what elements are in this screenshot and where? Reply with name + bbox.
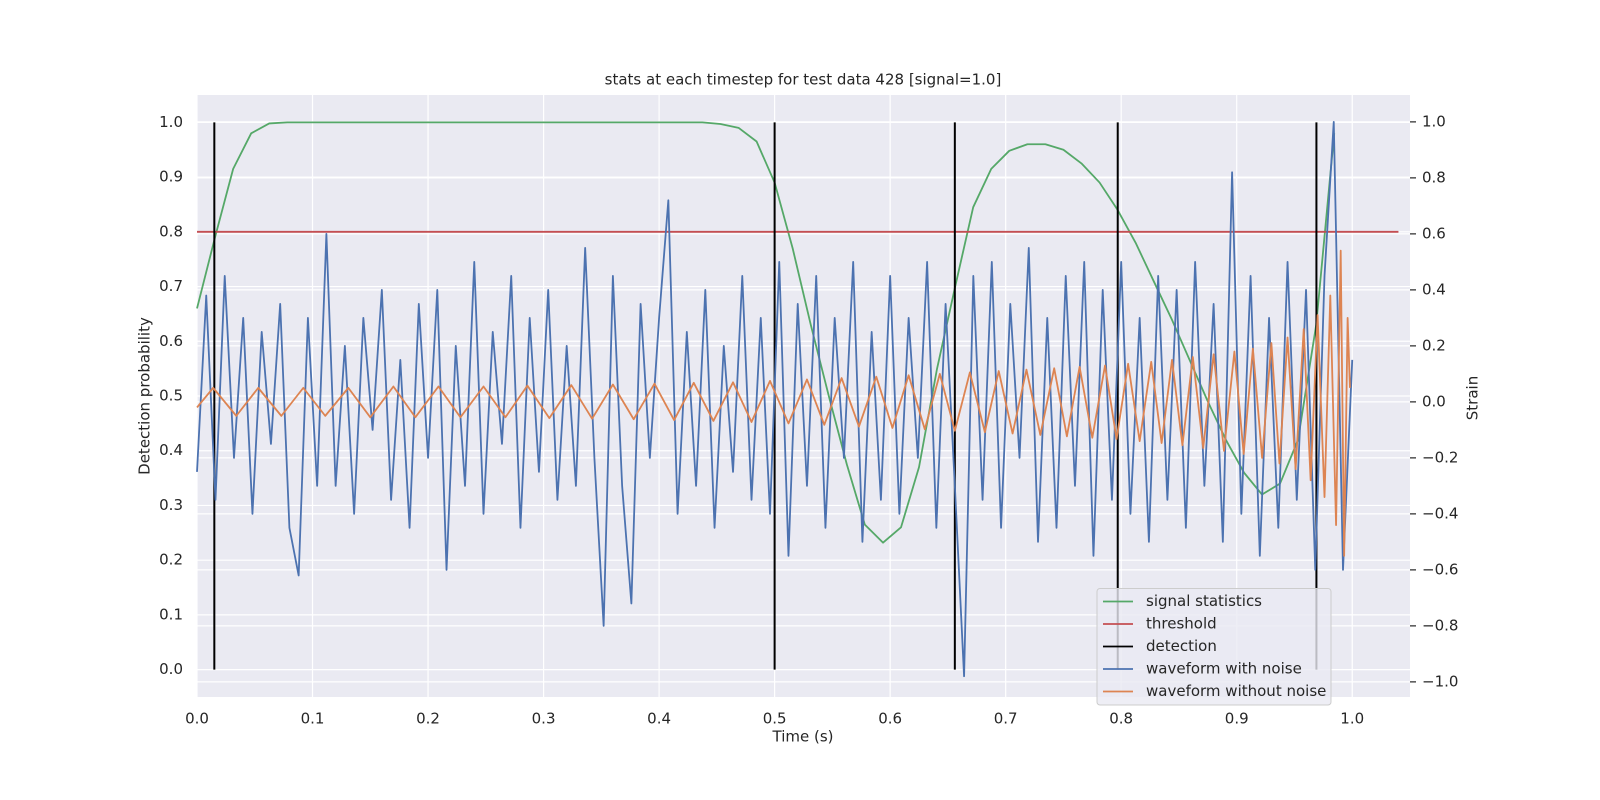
legend-label: detection [1146, 637, 1217, 655]
y-tick-label: 0.1 [159, 605, 183, 623]
x-tick-label: 0.7 [994, 710, 1018, 728]
marks-layer [196, 120, 1399, 678]
y-tick-label: 0.6 [159, 332, 183, 350]
y2-tick-label: 0.2 [1422, 336, 1446, 354]
y-axis-label: Detection probability [136, 317, 154, 475]
y2-tick-label: 0.8 [1422, 168, 1446, 186]
x-tick-label: 0.5 [763, 710, 787, 728]
series-line [196, 121, 1336, 544]
x-tick-label: 1.0 [1340, 710, 1364, 728]
x-tick-label: 0.2 [416, 710, 440, 728]
y2-axis-label: Strain [1464, 376, 1482, 420]
y-tick-label: 0.5 [159, 387, 183, 405]
x-tick-label: 0.9 [1225, 710, 1249, 728]
y2-tick-label: 0.0 [1422, 392, 1446, 410]
x-tick-label: 0.8 [1109, 710, 1133, 728]
x-tick-label: 0.3 [532, 710, 556, 728]
series-line [196, 249, 1351, 557]
y2-tick-label: −0.6 [1422, 560, 1458, 578]
labels-layer: 0.0 0.1 0.2 0.3 0.4 0.5 0.6 0.7 0.8 0.9 1.0 0.0 0.1 0… [159, 112, 1458, 727]
y2-tick-label: 0.4 [1422, 280, 1446, 298]
legend-label: signal statistics [1146, 592, 1262, 610]
y2-tick-label: −0.2 [1422, 448, 1458, 466]
y-tick-label: 0.7 [159, 277, 183, 295]
legend: signal statistics threshold detection wavef… [1096, 588, 1332, 706]
x-axis-label: Time (s) [772, 728, 834, 746]
series-line [196, 120, 1354, 678]
y2-tick-label: −0.8 [1422, 616, 1458, 634]
y-tick-label: 0.3 [159, 496, 183, 514]
y-tick-label: 0.8 [159, 222, 183, 240]
x-tick-label: 0.4 [647, 710, 671, 728]
x-tick-label: 0.6 [878, 710, 902, 728]
legend-label: threshold [1146, 615, 1217, 633]
legend-label: waveform without noise [1146, 682, 1326, 700]
legend-label: waveform with noise [1146, 660, 1302, 678]
y2-tick-label: 0.6 [1422, 224, 1446, 242]
chart-title: stats at each timestep for test data 428… [605, 71, 1002, 89]
y2-tick-label: −0.4 [1422, 504, 1458, 522]
y-tick-label: 1.0 [159, 113, 183, 131]
x-tick-label: 0.1 [301, 710, 325, 728]
y-tick-label: 0.0 [159, 660, 183, 678]
y-tick-label: 0.9 [159, 168, 183, 186]
legend-box [1096, 588, 1332, 706]
y2-tick-label: −1.0 [1422, 672, 1458, 690]
y-tick-label: 0.2 [159, 551, 183, 569]
y-tick-label: 0.4 [159, 441, 183, 459]
x-tick-label: 0.0 [185, 710, 209, 728]
y2-tick-label: 1.0 [1422, 112, 1446, 130]
